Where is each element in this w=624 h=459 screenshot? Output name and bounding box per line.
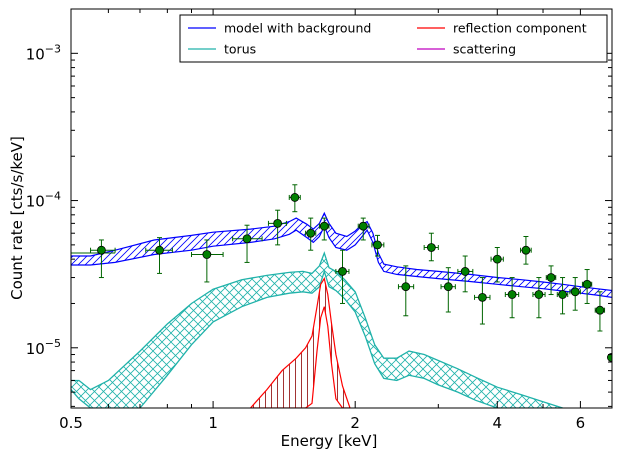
- plot-area: [71, 184, 612, 408]
- data-marker: [443, 282, 453, 292]
- data-point: [288, 184, 301, 213]
- reflection-band: [250, 277, 351, 408]
- data-point: [357, 217, 370, 241]
- data-marker: [155, 245, 164, 255]
- data-marker: [97, 245, 106, 255]
- data-marker: [338, 267, 347, 276]
- x-tick-label: 6: [576, 414, 586, 432]
- y-tick-label: 10−5: [26, 337, 61, 358]
- data-point: [607, 353, 612, 362]
- data-marker: [558, 290, 567, 299]
- data-marker: [595, 305, 605, 315]
- data-point: [318, 217, 330, 241]
- legend-frame: [179, 14, 608, 63]
- data-point: [145, 237, 173, 274]
- reflection-upper-line: [250, 277, 351, 408]
- data-marker: [492, 254, 502, 264]
- data-point: [545, 265, 557, 296]
- y-tick-label: 10−4: [26, 190, 61, 211]
- data-point: [267, 209, 287, 246]
- model-band: [71, 211, 612, 298]
- x-tick-label: 2: [350, 414, 360, 432]
- data-point: [581, 269, 593, 304]
- data-marker: [582, 279, 592, 289]
- data-marker: [546, 273, 556, 282]
- data-point: [423, 232, 439, 262]
- x-tick-label: 0.5: [59, 414, 83, 432]
- data-point: [440, 267, 456, 313]
- legend-label-model: model with background: [224, 21, 371, 36]
- torus-lower-line: [71, 269, 563, 408]
- data-point: [569, 277, 581, 311]
- data-point: [532, 277, 546, 319]
- data-point: [490, 246, 504, 283]
- model-band-fill: [71, 213, 612, 298]
- data-point: [335, 249, 350, 304]
- model-upper-line: [71, 211, 612, 292]
- data-marker: [507, 290, 517, 299]
- x-tick-label: 1: [208, 414, 218, 432]
- data-point: [305, 217, 317, 251]
- data-point: [190, 239, 224, 283]
- data-point: [474, 277, 491, 325]
- legend-label-scattering: scattering: [453, 42, 516, 57]
- data-points: [71, 184, 612, 362]
- torus-upper-line: [71, 251, 563, 408]
- data-point: [397, 265, 415, 317]
- data-point: [90, 239, 116, 279]
- legend-label-torus: torus: [224, 42, 256, 57]
- data-marker: [521, 245, 531, 255]
- data-point: [457, 255, 474, 293]
- data-marker: [607, 353, 612, 362]
- data-marker: [401, 282, 411, 292]
- model-lower-line: [71, 224, 612, 298]
- data-point: [504, 277, 520, 319]
- y-tick-label: 10−3: [26, 42, 61, 63]
- data-marker: [373, 240, 382, 250]
- data-marker: [426, 243, 436, 252]
- x-axis-label: Energy [keV]: [281, 432, 378, 450]
- data-marker: [534, 290, 544, 299]
- torus-band: [71, 251, 563, 408]
- data-point: [371, 234, 385, 257]
- data-point: [232, 224, 263, 263]
- data-point: [594, 291, 606, 332]
- data-point: [520, 235, 532, 265]
- data-marker: [290, 193, 300, 202]
- data-marker: [273, 218, 283, 228]
- data-marker: [460, 267, 470, 276]
- legend: model with background reflection compone…: [179, 14, 608, 63]
- axes: 0.5 1 2 4 6 10−5 10−4 10−3: [26, 8, 613, 432]
- data-marker: [319, 221, 329, 231]
- reflection-lower-line: [250, 306, 350, 408]
- data-marker: [202, 250, 212, 259]
- data-point: [556, 277, 569, 315]
- data-marker: [358, 221, 368, 231]
- torus-band-fill: [71, 253, 563, 408]
- data-marker: [478, 292, 487, 302]
- legend-label-reflection: reflection component: [453, 21, 587, 36]
- y-axis-label: Count rate [cts/s/keV]: [8, 136, 26, 300]
- plot-frame: [70, 8, 613, 409]
- data-marker: [242, 234, 252, 244]
- x-tick-label: 4: [493, 414, 503, 432]
- data-marker: [306, 228, 316, 238]
- data-marker: [570, 287, 580, 297]
